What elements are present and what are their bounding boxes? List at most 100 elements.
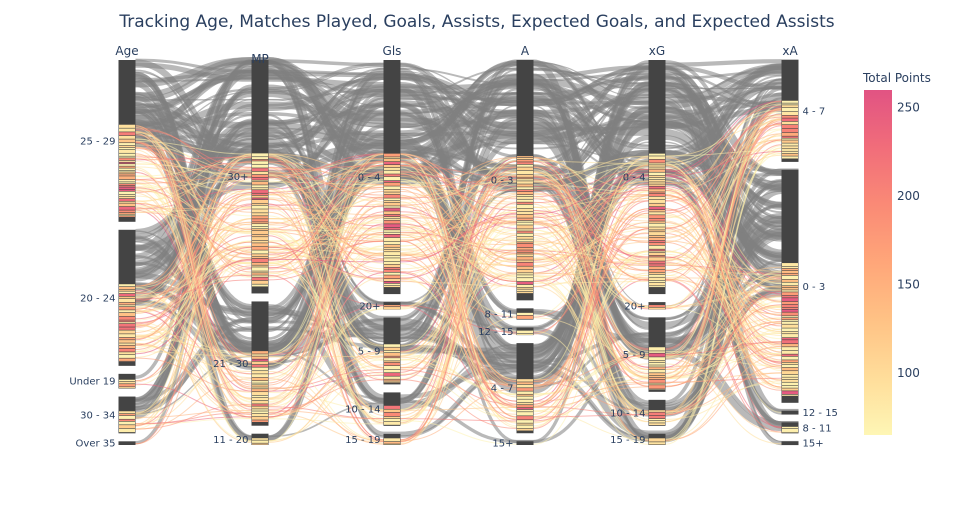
- category-bar-band: [517, 174, 533, 177]
- category-bar-band: [517, 208, 533, 212]
- category-bar-a-8-11[interactable]: [516, 308, 534, 320]
- category-bar-band: [384, 369, 400, 373]
- category-bar-band: [517, 281, 533, 285]
- category-bar-band: [119, 384, 135, 387]
- category-bar-band: [119, 425, 135, 429]
- category-bar-xa-0-3[interactable]: [781, 169, 799, 403]
- category-bar-band: [119, 162, 135, 164]
- category-bar-gls-15-19[interactable]: [383, 433, 401, 445]
- category-bar-band: [649, 269, 665, 272]
- category-bar-a-4-7[interactable]: [516, 343, 534, 434]
- category-bar-band: [252, 351, 268, 354]
- category-bar-band: [384, 200, 400, 203]
- category-bar-band: [517, 231, 533, 233]
- category-bar-age-20-24[interactable]: [118, 229, 136, 366]
- category-bar-band: [119, 415, 135, 419]
- category-bar-xg-10-14[interactable]: [648, 399, 666, 426]
- category-bar-band: [252, 209, 268, 213]
- category-bar-band: [119, 345, 135, 349]
- category-bar-age-over-35[interactable]: [118, 441, 136, 445]
- category-bar-band: [119, 330, 135, 334]
- category-bar-band: [649, 215, 665, 219]
- category-bar-xg-0-4[interactable]: [648, 60, 666, 295]
- category-bar-band: [384, 241, 400, 245]
- category-bar-band: [252, 258, 268, 263]
- category-bar-band: [782, 334, 798, 338]
- category-bar-band: [384, 237, 400, 242]
- category-bar-band: [782, 270, 798, 273]
- ribbons-layer: [134, 57, 799, 446]
- category-bar-band: [252, 229, 268, 231]
- category-bar-gls-10-14[interactable]: [383, 392, 401, 426]
- category-bar-band: [384, 409, 400, 413]
- category-bar-band: [649, 165, 665, 167]
- category-bar-band: [517, 229, 533, 231]
- category-bar-band: [782, 275, 798, 280]
- category-bar-band: [384, 192, 400, 195]
- category-bar-a-15[interactable]: [516, 441, 534, 445]
- category-bar-gls-20[interactable]: [383, 302, 401, 310]
- category-bar-xg-5-9[interactable]: [648, 317, 666, 392]
- ribbon-highlighted: [135, 114, 799, 421]
- category-bar-mp-21-30[interactable]: [251, 301, 269, 426]
- category-bar-age-25-29[interactable]: [118, 60, 136, 222]
- category-bar-band: [649, 232, 665, 236]
- category-bar-band: [649, 353, 665, 357]
- category-bar-gls-5-9[interactable]: [383, 317, 401, 385]
- category-bar-band: [649, 242, 665, 246]
- category-bar-band: [119, 135, 135, 139]
- category-label-age-25-29: 25 - 29: [80, 136, 115, 147]
- category-bar-band: [782, 124, 798, 129]
- category-bar-band: [119, 149, 135, 153]
- category-bar-band: [252, 243, 268, 247]
- category-bar-band: [384, 356, 400, 358]
- category-bar-band: [252, 364, 268, 367]
- category-bar-band: [384, 168, 400, 170]
- category-bar-band: [119, 179, 135, 182]
- category-bar-mp-11-20[interactable]: [251, 433, 269, 445]
- category-bar-a-0-3[interactable]: [516, 60, 534, 301]
- category-bar-band: [384, 258, 400, 262]
- ribbon-highlighted: [135, 242, 799, 373]
- category-bar-band: [252, 280, 268, 284]
- category-bar-xa-8-11[interactable]: [781, 422, 799, 434]
- category-bar-band: [384, 153, 400, 157]
- category-bar-band: [782, 321, 798, 324]
- category-bar-band: [517, 195, 533, 197]
- category-bar-xa-15[interactable]: [781, 441, 799, 445]
- category-bar-age-30-34[interactable]: [118, 396, 136, 434]
- category-bar-band: [517, 254, 533, 257]
- ribbon-highlighted: [135, 163, 799, 337]
- category-bar-age-under-19[interactable]: [118, 373, 136, 389]
- category-bar-band: [782, 290, 798, 292]
- category-bar-band: [252, 205, 268, 209]
- category-bar-band: [384, 170, 400, 174]
- category-bar-xa-12-15[interactable]: [781, 410, 799, 415]
- category-label-a-12-15: 12 - 15: [478, 327, 513, 338]
- category-bar-mp-30[interactable]: [251, 60, 269, 294]
- category-bar-band: [119, 305, 135, 307]
- category-bar-band: [384, 376, 400, 379]
- category-bar-band: [517, 222, 533, 225]
- category-bar-band: [384, 249, 400, 252]
- category-bar-band: [119, 184, 135, 186]
- category-bar-band: [384, 275, 400, 279]
- category-bar-band: [782, 273, 798, 276]
- category-bar-band: [384, 230, 400, 232]
- category-label-xa-12-15: 12 - 15: [803, 408, 838, 419]
- category-bar-band: [517, 273, 533, 275]
- category-bar-band: [517, 396, 533, 399]
- category-bar-xg-15-19[interactable]: [648, 433, 666, 445]
- category-bar-xg-20[interactable]: [648, 302, 666, 310]
- category-bar-band: [782, 295, 798, 298]
- category-bar-a-12-15[interactable]: [516, 327, 534, 336]
- category-bar-gls-0-4[interactable]: [383, 60, 401, 295]
- category-bar-band: [252, 213, 268, 216]
- category-bar-band: [782, 143, 798, 146]
- category-bar-xa-4-7[interactable]: [781, 60, 799, 162]
- dimension-title-xa: xA: [782, 44, 798, 58]
- category-bar-band: [119, 128, 135, 132]
- category-bar-band: [517, 402, 533, 405]
- category-bar-band: [649, 212, 665, 215]
